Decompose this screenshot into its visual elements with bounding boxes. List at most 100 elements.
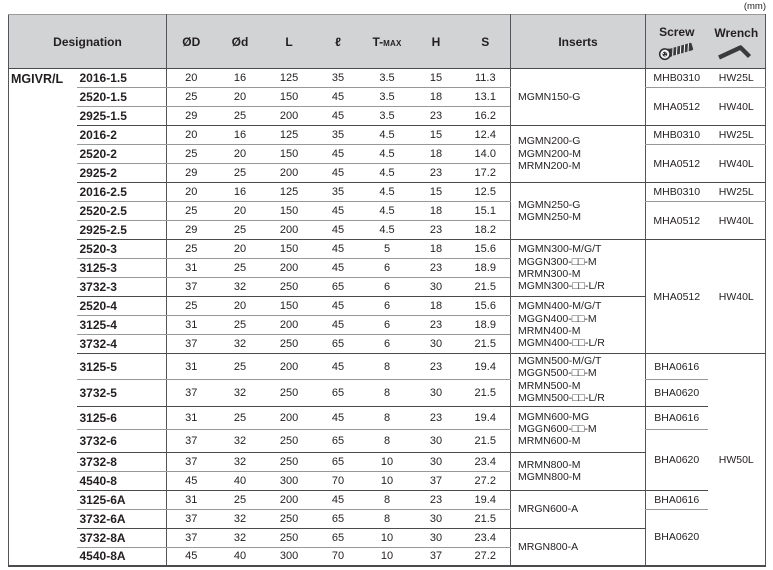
series-label: MGIVR/L [11, 72, 64, 86]
s-cell: 21.5 [460, 379, 511, 407]
screw-cell: BHA0616 [645, 490, 708, 510]
insert-name: MGGN400-□□-M [518, 312, 597, 325]
inserts-cell: MRGN600-A [510, 490, 646, 529]
inserts-cell: MGMN200-G MGMN200-M MRMN200-M [510, 125, 646, 183]
s-cell: 16.2 [460, 106, 511, 126]
tmax-cell: 8 [362, 406, 412, 430]
tmax-cell: 6 [362, 277, 412, 297]
insert-name: MGMN500-□□-L/R [518, 392, 605, 405]
tmax-cell: 10 [362, 452, 412, 472]
wrench-cell: HW50L [707, 353, 766, 567]
od-cell: 37 [166, 334, 216, 354]
l-cell: 35 [313, 182, 363, 202]
od-cell: 31 [166, 315, 216, 335]
designation-cell: 3125-3 [76, 258, 167, 278]
L-cell: 125 [264, 182, 314, 202]
table-row: 4540-8A 45 40 300 70 10 37 27.2 [9, 547, 766, 567]
insert-name: MGMN800-M [518, 471, 582, 484]
designation-cell: 3125-6A [76, 490, 167, 510]
L-cell: 200 [264, 315, 314, 335]
tmax-cell: 10 [362, 471, 412, 491]
L-cell: 250 [264, 509, 314, 529]
s-cell: 11.3 [460, 68, 511, 88]
od-cell: 37 [166, 277, 216, 297]
d-cell: 25 [215, 258, 265, 278]
col-header-h: H [411, 14, 461, 69]
insert-name: MRGN600-A [518, 502, 579, 515]
d-cell: 25 [215, 353, 265, 381]
insert-name: MGGN600-□□-M [518, 422, 597, 435]
table-row: 3732-8A 37 32 250 65 10 30 23.4 MRGN800-… [9, 528, 766, 567]
col-header-s: S [460, 14, 511, 69]
d-cell: 16 [215, 182, 265, 202]
wrench-cell: HW25L [707, 125, 766, 145]
tmax-cell: 5 [362, 239, 412, 259]
l-cell: 65 [313, 452, 363, 472]
designation-cell: 2016-1.5 [76, 68, 167, 88]
inserts-cell: MRMN800-M MGMN800-M [510, 452, 646, 491]
table-row: 3732-6A 37 32 250 65 8 30 21.5 BHA0620 [9, 509, 766, 567]
inserts-cell: MGMN250-G MGMN250-M [510, 182, 646, 240]
designation-cell: 3732-5 [76, 379, 167, 407]
h-cell: 18 [411, 296, 461, 316]
col-header-wrench: Wrench [707, 14, 766, 69]
od-cell: 25 [166, 201, 216, 221]
tmax-cell: 4.5 [362, 201, 412, 221]
s-cell: 13.1 [460, 87, 511, 107]
table-row: 2016-2.5 20 16 125 35 4.5 15 12.5 MGMN25… [9, 182, 766, 240]
table-row: 3732-3 37 32 250 65 6 30 21.5 [9, 277, 766, 297]
tmax-cell: 8 [362, 509, 412, 529]
s-cell: 17.2 [460, 163, 511, 183]
insert-name: MGMN200-G [518, 135, 581, 148]
L-cell: 200 [264, 220, 314, 240]
tmax-cell: 3.5 [362, 87, 412, 107]
L-cell: 200 [264, 163, 314, 183]
insert-name: MGMN150-G [518, 90, 581, 103]
s-cell: 27.2 [460, 547, 511, 567]
s-cell: 21.5 [460, 277, 511, 297]
h-cell: 18 [411, 201, 461, 221]
screw-cell: MHB0310 [645, 182, 708, 202]
tmax-cell: 6 [362, 296, 412, 316]
insert-name: MRMN500-M [518, 379, 581, 392]
s-cell: 21.5 [460, 429, 511, 453]
s-cell: 18.9 [460, 315, 511, 335]
designation-cell: 2520-2 [76, 144, 167, 164]
d-cell: 25 [215, 315, 265, 335]
h-cell: 18 [411, 144, 461, 164]
table-row: 2520-3 25 20 150 45 5 18 15.6 MGMN300-M/… [9, 239, 766, 354]
insert-name: MRMN200-M [518, 160, 581, 173]
d-cell: 32 [215, 379, 265, 407]
l-cell: 70 [313, 547, 363, 567]
od-cell: 37 [166, 379, 216, 407]
d-cell: 20 [215, 201, 265, 221]
L-cell: 200 [264, 258, 314, 278]
L-cell: 200 [264, 353, 314, 381]
L-cell: 250 [264, 429, 314, 453]
s-cell: 18.2 [460, 220, 511, 240]
h-cell: 30 [411, 528, 461, 548]
d-cell: 40 [215, 471, 265, 491]
d-cell: 25 [215, 406, 265, 430]
l-cell: 45 [313, 106, 363, 126]
od-cell: 20 [166, 125, 216, 145]
designation-cell: 3732-8 [76, 452, 167, 472]
screw-header-label: Screw [659, 25, 695, 39]
tmax-cell: 3.5 [362, 68, 412, 88]
screw-cell: BHA0616 [645, 406, 708, 430]
designation-cell: 3732-8A [76, 528, 167, 548]
h-cell: 23 [411, 258, 461, 278]
od-cell: 37 [166, 452, 216, 472]
col-header-designation: Designation [8, 14, 167, 69]
od-cell: 45 [166, 547, 216, 567]
designation-cell: 3125-5 [76, 353, 167, 381]
wrench-cell: HW40L [707, 201, 766, 240]
d-cell: 32 [215, 452, 265, 472]
insert-name: MGGN300-□□-M [518, 255, 597, 268]
h-cell: 23 [411, 315, 461, 335]
inserts-cell: MGMN500-M/G/T MGGN500-□□-M MRMN500-M MGM… [510, 353, 646, 407]
L-cell: 125 [264, 68, 314, 88]
s-cell: 15.1 [460, 201, 511, 221]
wrench-cell: HW40L [707, 144, 766, 183]
od-cell: 20 [166, 182, 216, 202]
